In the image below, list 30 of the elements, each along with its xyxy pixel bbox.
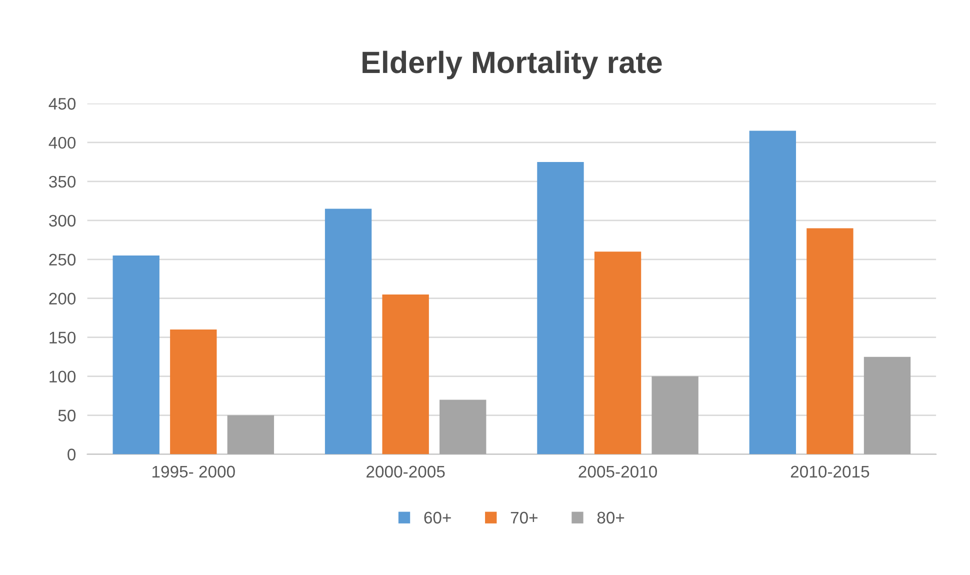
y-tick-label: 450 [48,98,76,110]
bar [382,294,429,454]
x-tick-label: 2000-2005 [366,466,445,478]
x-tick-label: 2005-2010 [578,466,657,478]
bar [440,400,486,454]
bar [594,252,642,454]
y-tick-label: 50 [58,410,76,422]
y-tick-label: 350 [49,176,76,188]
bar [324,208,372,454]
y-tick-label: 300 [49,214,76,227]
y-tick-label: 100 [50,370,76,383]
y-tick-label: 150 [50,332,76,344]
bar [864,356,911,454]
legend-label: 70+ [510,512,538,524]
legend-label: 60+ [424,512,451,524]
legend-label: 80+ [597,512,624,524]
bar [537,162,584,454]
y-tick-label: 250 [49,254,76,266]
bar [227,415,274,454]
chart-title: Elderly Mortality rate [362,50,662,80]
y-tick-label: 0 [68,448,76,460]
x-tick-label: 1995- 2000 [152,466,235,478]
bar [806,228,854,454]
bar [749,130,796,454]
bar [652,376,698,454]
y-tick-label: 400 [48,136,76,149]
y-tick-label: 200 [49,292,76,305]
x-tick-label: 2010-2015 [790,466,870,478]
bar [112,255,160,454]
bar [170,330,217,454]
